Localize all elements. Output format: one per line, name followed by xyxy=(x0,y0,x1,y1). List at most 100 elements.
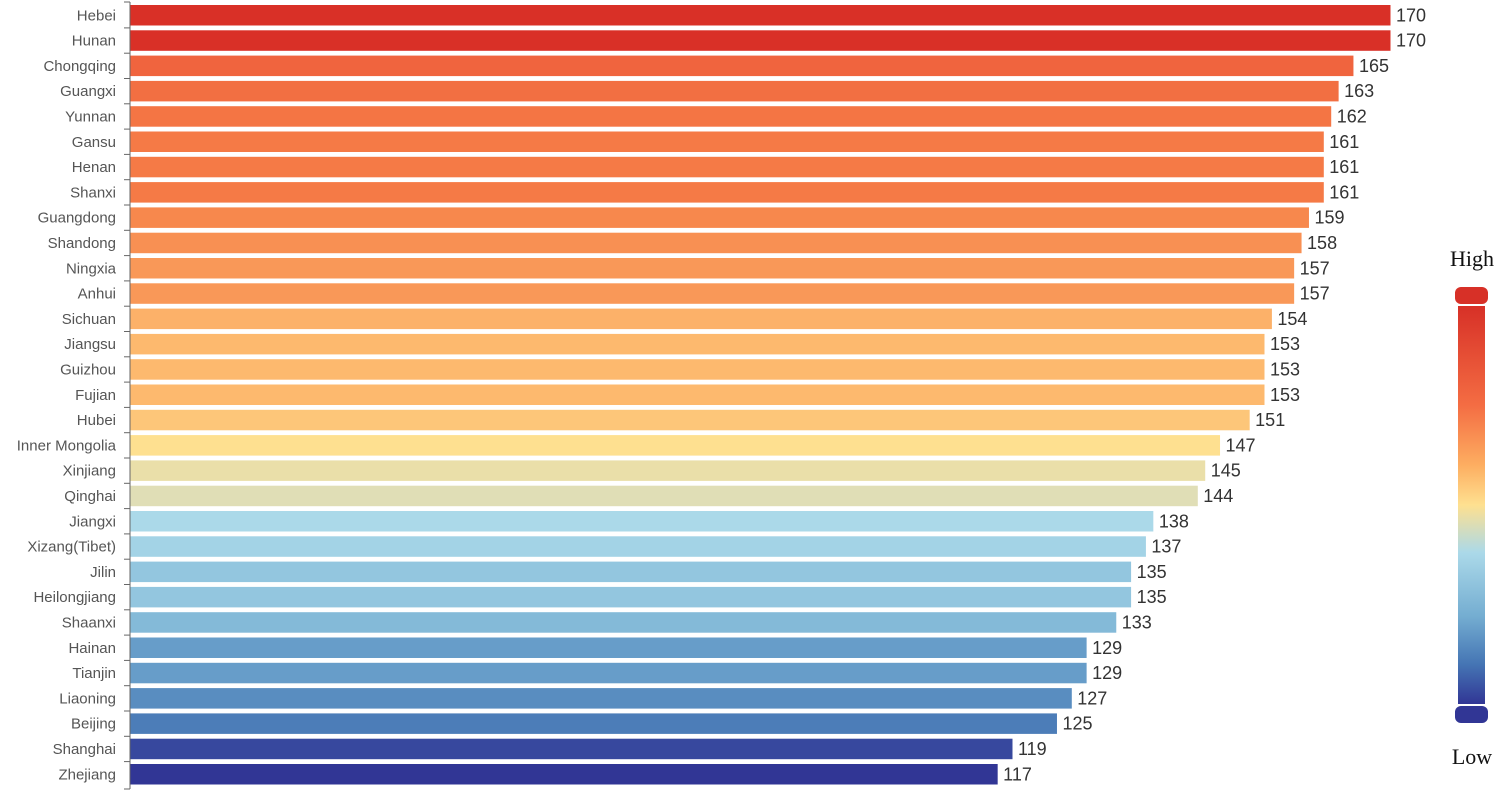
bar-hubei xyxy=(130,409,1250,431)
value-label: 157 xyxy=(1300,284,1330,304)
value-label: 145 xyxy=(1211,461,1241,481)
value-label: 129 xyxy=(1092,663,1122,683)
value-label: 144 xyxy=(1203,486,1233,506)
category-label: Shanghai xyxy=(53,741,116,758)
category-label: Jilin xyxy=(90,564,116,581)
category-label: Xizang(Tibet) xyxy=(27,539,116,556)
bar-anhui xyxy=(130,283,1295,304)
value-label: 125 xyxy=(1062,714,1092,734)
legend-high-label: High xyxy=(1450,246,1494,271)
value-label: 138 xyxy=(1159,511,1189,531)
legend-low-label: Low xyxy=(1452,744,1492,769)
value-label: 154 xyxy=(1277,309,1307,329)
value-label: 153 xyxy=(1270,385,1300,405)
category-label: Henan xyxy=(72,159,116,176)
category-label: Zhejiang xyxy=(58,766,116,783)
category-axis: Hebei Hunan Chongqing Guangxi Yunnan Gansu Hen… xyxy=(17,1,131,790)
bar-hainan xyxy=(130,637,1087,658)
value-label: 119 xyxy=(1018,739,1047,759)
value-label: 117 xyxy=(1003,764,1032,784)
category-label: Guangxi xyxy=(60,83,116,100)
bar-jiangsu xyxy=(130,333,1265,355)
value-label: 165 xyxy=(1359,56,1389,76)
value-label: 170 xyxy=(1396,5,1426,25)
bar-guizhou xyxy=(130,359,1265,380)
legend-low-handle xyxy=(1455,706,1488,723)
bar-jilin xyxy=(130,561,1132,583)
bar-xizang-tibet xyxy=(130,536,1146,557)
category-label: Anhui xyxy=(78,286,116,303)
category-label: Jiangxi xyxy=(69,513,116,530)
category-label: Inner Mongolia xyxy=(17,437,117,454)
bar-heilongjiang xyxy=(130,586,1132,608)
bar-shandong xyxy=(130,232,1302,254)
category-label: Shanxi xyxy=(70,184,116,201)
category-label: Tianjin xyxy=(72,665,116,682)
value-label: 170 xyxy=(1396,31,1426,51)
value-label: 153 xyxy=(1270,334,1300,354)
value-label: 127 xyxy=(1077,688,1107,708)
legend-gradient-bar xyxy=(1458,306,1485,704)
value-label: 162 xyxy=(1337,106,1367,126)
bar-henan xyxy=(130,156,1324,178)
category-label: Jiangsu xyxy=(64,336,116,353)
value-label: 129 xyxy=(1092,638,1122,658)
bar-tianjin xyxy=(130,662,1087,684)
category-label: Hebei xyxy=(77,7,116,24)
bar-guangxi xyxy=(130,80,1339,102)
bar-yunnan xyxy=(130,106,1332,127)
value-label: 133 xyxy=(1122,612,1152,632)
category-label: Guizhou xyxy=(60,361,116,378)
category-label: Fujian xyxy=(75,387,116,404)
category-label: Beijing xyxy=(71,716,116,733)
bar-hunan xyxy=(130,30,1391,51)
bar-liaoning xyxy=(130,688,1072,709)
bar-shanxi xyxy=(130,182,1324,203)
value-label: 135 xyxy=(1137,587,1167,607)
value-label: 157 xyxy=(1300,258,1330,278)
category-label: Heilongjiang xyxy=(33,589,116,606)
value-label: 161 xyxy=(1329,132,1359,152)
bar-beijing xyxy=(130,713,1057,734)
category-label: Sichuan xyxy=(62,311,116,328)
category-label: Shandong xyxy=(48,235,116,252)
category-label: Gansu xyxy=(72,134,116,151)
value-label: 159 xyxy=(1314,208,1344,228)
value-label: 153 xyxy=(1270,359,1300,379)
bars-layer: 170 170 165 163 162 161 161 161 159 158 157 157 154 1… xyxy=(130,5,1426,785)
category-label: Hunan xyxy=(72,33,116,50)
category-label: Yunnan xyxy=(65,108,116,125)
bar-jiangxi xyxy=(130,511,1154,532)
bar-inner-mongolia xyxy=(130,435,1221,456)
bar-ningxia xyxy=(130,258,1295,279)
value-label: 147 xyxy=(1226,435,1256,455)
category-label: Liaoning xyxy=(59,690,116,707)
value-label: 161 xyxy=(1329,182,1359,202)
bar-xinjiang xyxy=(130,460,1206,481)
bar-zhejiang xyxy=(130,764,998,785)
legend-high-handle xyxy=(1455,287,1488,304)
value-label: 137 xyxy=(1151,537,1181,557)
category-label: Guangdong xyxy=(38,210,116,227)
category-label: Xinjiang xyxy=(63,463,116,480)
bar-qinghai xyxy=(130,485,1198,507)
bar-gansu xyxy=(130,131,1324,152)
value-label: 158 xyxy=(1307,233,1337,253)
value-label: 163 xyxy=(1344,81,1374,101)
bar-chongqing xyxy=(130,55,1354,77)
bar-shanghai xyxy=(130,738,1013,760)
category-label: Chongqing xyxy=(43,58,116,75)
bar-shaanxi xyxy=(130,612,1117,633)
value-label: 151 xyxy=(1255,410,1285,430)
bar-hebei xyxy=(130,5,1391,26)
category-label: Shaanxi xyxy=(62,614,116,631)
value-label: 161 xyxy=(1329,157,1359,177)
category-label: Qinghai xyxy=(64,488,116,505)
category-label: Ningxia xyxy=(66,260,117,277)
color-scale-legend: High Low xyxy=(1450,246,1494,769)
bar-guangdong xyxy=(130,207,1309,228)
category-label: Hainan xyxy=(68,640,116,657)
category-label: Hubei xyxy=(77,412,116,429)
bar-sichuan xyxy=(130,308,1272,330)
